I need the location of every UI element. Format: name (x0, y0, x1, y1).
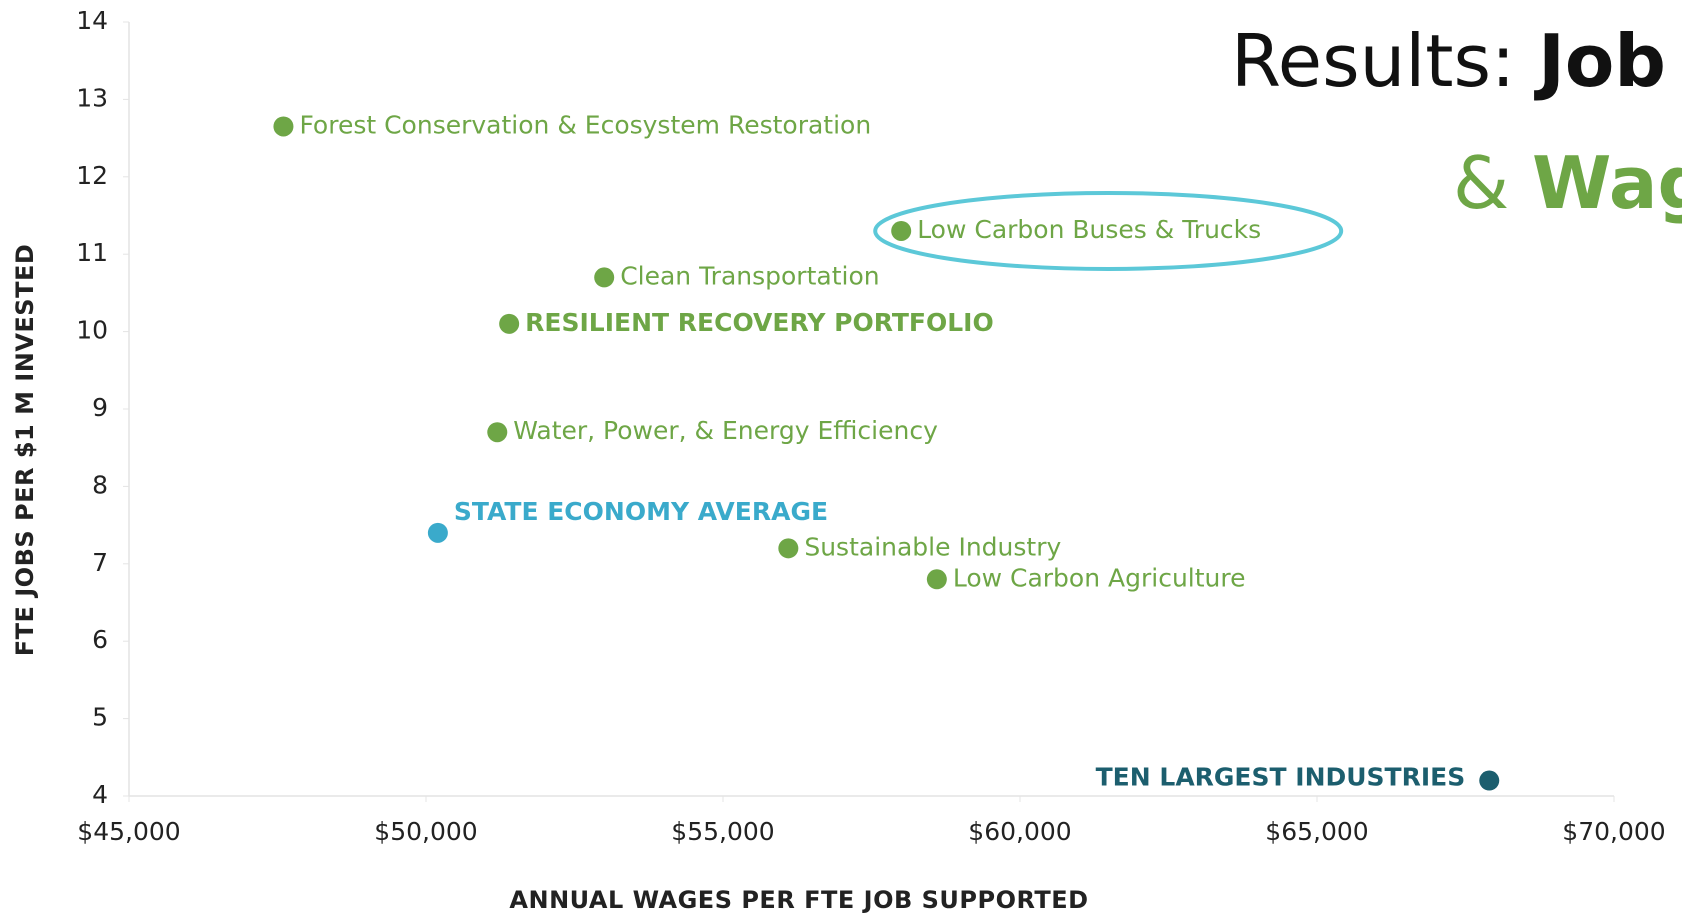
y-tick-label: 5 (92, 703, 108, 732)
x-tick-label: $45,000 (77, 817, 180, 846)
x-tick-label: $65,000 (1265, 817, 1368, 846)
point-label: Forest Conservation & Ecosystem Restorat… (299, 110, 871, 139)
x-tick-label: $55,000 (671, 817, 774, 846)
point (891, 220, 912, 241)
y-tick-label: 11 (76, 238, 108, 267)
y-tick-label: 10 (76, 316, 108, 345)
title-text-bold: Wag (1532, 141, 1682, 225)
highlight-ellipse (873, 190, 1344, 271)
title-text-bold: Job (1533, 19, 1666, 103)
x-tick-label: $70,000 (1562, 817, 1665, 846)
x-axis-label: ANNUAL WAGES PER FTE JOB SUPPORTED (509, 886, 1088, 914)
y-tick-label: 14 (76, 6, 108, 35)
y-tick-label: 6 (92, 625, 108, 654)
point (1479, 770, 1500, 791)
point-label: Sustainable Industry (804, 532, 1061, 561)
y-axis-label: FTE JOBS PER $1 M INVESTED (11, 244, 39, 657)
y-tick-label: 8 (92, 470, 108, 499)
point (778, 538, 799, 559)
point-label: Water, Power, & Energy Efficiency (513, 416, 938, 445)
point (427, 522, 448, 543)
point-label: TEN LARGEST INDUSTRIES (1096, 763, 1466, 792)
point (273, 116, 294, 137)
title-line-1: Results: Job (1231, 19, 1666, 103)
point-label: STATE ECONOMY AVERAGE (454, 497, 828, 526)
title-line-2: & Wag (1453, 141, 1682, 225)
point (926, 569, 947, 590)
y-tick-label: 12 (76, 161, 108, 190)
point-label: Low Carbon Buses & Trucks (917, 215, 1261, 244)
y-tick-label: 9 (92, 393, 108, 422)
point-label: Low Carbon Agriculture (953, 563, 1246, 592)
title-text: Results: (1231, 19, 1538, 103)
x-tick-label: $60,000 (968, 817, 1071, 846)
point (487, 422, 508, 443)
y-tick-label: 4 (92, 780, 108, 809)
y-tick-label: 7 (92, 548, 108, 577)
point (594, 267, 615, 288)
x-tick-label: $50,000 (374, 817, 477, 846)
title-text: & (1453, 141, 1532, 225)
y-tick-label: 13 (76, 83, 108, 112)
point-label: Clean Transportation (620, 261, 879, 290)
point-label: RESILIENT RECOVERY PORTFOLIO (525, 308, 994, 337)
point (499, 313, 520, 334)
